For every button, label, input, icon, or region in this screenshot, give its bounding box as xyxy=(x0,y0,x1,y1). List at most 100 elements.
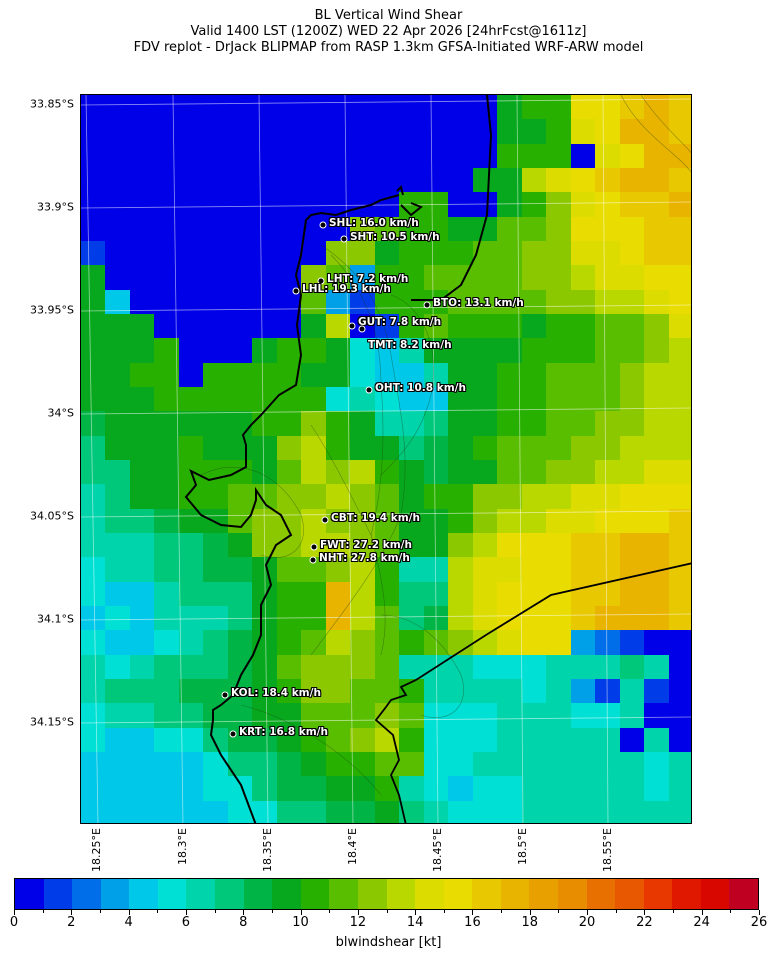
heatmap-cell xyxy=(595,800,620,823)
heatmap-cell xyxy=(350,411,375,436)
colorbar-swatch xyxy=(500,879,530,909)
heatmap-cell xyxy=(423,265,449,290)
heatmap-cell xyxy=(497,241,522,266)
heatmap-cell xyxy=(154,387,179,412)
y-tick-label: 34°S xyxy=(47,406,74,420)
station-dot-icon xyxy=(221,691,229,699)
heatmap-cell xyxy=(227,241,253,266)
heatmap-cell xyxy=(668,581,691,606)
heatmap-cell xyxy=(595,192,620,217)
heatmap-cell xyxy=(350,289,375,314)
heatmap-cell xyxy=(81,800,106,823)
heatmap-cell xyxy=(227,703,253,728)
heatmap-cell xyxy=(178,727,204,752)
heatmap-cell xyxy=(252,265,277,290)
heatmap-cell xyxy=(644,143,669,168)
colorbar-label: blwindshear [kt] xyxy=(335,935,442,950)
heatmap-cell xyxy=(203,484,228,509)
heatmap-cell xyxy=(154,533,179,558)
heatmap-cell xyxy=(178,654,204,679)
y-tick-label: 34.05°S xyxy=(30,509,74,523)
heatmap-cell xyxy=(178,192,204,217)
heatmap-cell xyxy=(448,362,473,387)
heatmap-cell xyxy=(521,241,547,266)
colorbar-tick-label: 10 xyxy=(292,915,309,930)
heatmap-cell xyxy=(227,143,253,168)
colorbar-swatch xyxy=(15,879,44,909)
heatmap-cell xyxy=(644,387,669,412)
heatmap-cell xyxy=(178,241,204,266)
heatmap-cell xyxy=(203,727,228,752)
heatmap-cell xyxy=(668,606,691,631)
heatmap-cell xyxy=(546,679,571,704)
heatmap-cell xyxy=(105,119,130,144)
wind-shear-map xyxy=(80,94,692,824)
station-label: KRT: 16.8 km/h xyxy=(239,726,328,738)
heatmap-cell xyxy=(129,533,155,558)
heatmap-cell xyxy=(595,630,620,655)
heatmap-cell xyxy=(81,557,106,582)
colorbar-tick xyxy=(443,910,445,913)
heatmap-cell xyxy=(619,630,645,655)
heatmap-cell xyxy=(619,508,645,533)
heatmap-cell xyxy=(374,338,400,363)
heatmap-cell xyxy=(521,216,547,241)
heatmap-cell xyxy=(350,752,375,777)
colorbar-tick xyxy=(185,910,187,915)
heatmap-cell xyxy=(668,484,691,509)
heatmap-cell xyxy=(546,241,571,266)
chart-model-source: FDV replot - DrJack BLIPMAP from RASP 1.… xyxy=(133,40,644,55)
heatmap-cell xyxy=(497,654,522,679)
heatmap-cell xyxy=(350,435,375,460)
heatmap-cell xyxy=(619,265,645,290)
heatmap-cell xyxy=(497,216,522,241)
heatmap-cell xyxy=(81,241,106,266)
heatmap-cell xyxy=(423,314,449,339)
heatmap-cell xyxy=(399,168,424,193)
heatmap-cell xyxy=(129,606,155,631)
heatmap-cell xyxy=(374,241,400,266)
heatmap-cell xyxy=(423,800,449,823)
heatmap-cell xyxy=(350,533,375,558)
heatmap-cell xyxy=(154,727,179,752)
heatmap-cell xyxy=(399,508,424,533)
heatmap-cell xyxy=(570,557,596,582)
heatmap-cell xyxy=(546,95,571,120)
heatmap-cell xyxy=(252,460,277,485)
heatmap-cell xyxy=(399,484,424,509)
heatmap-cell xyxy=(521,387,547,412)
colorbar-tick xyxy=(730,910,732,913)
heatmap-cell xyxy=(521,411,547,436)
station-label: GUT: 7.8 km/h xyxy=(358,316,442,328)
heatmap-cell xyxy=(497,533,522,558)
heatmap-cell xyxy=(129,338,155,363)
heatmap-cell xyxy=(276,411,302,436)
station-dot-icon xyxy=(321,516,329,524)
heatmap-cell xyxy=(276,557,302,582)
heatmap-cell xyxy=(497,460,522,485)
heatmap-cell xyxy=(350,119,375,144)
heatmap-cell xyxy=(472,119,498,144)
heatmap-cell xyxy=(570,289,596,314)
heatmap-cell xyxy=(644,776,669,801)
heatmap-cell xyxy=(374,776,400,801)
heatmap-cell xyxy=(521,460,547,485)
heatmap-cell xyxy=(521,703,547,728)
heatmap-cell xyxy=(81,581,106,606)
heatmap-cell xyxy=(252,143,277,168)
colorbar-tick-label: 26 xyxy=(750,915,768,930)
colorbar-tick-label: 14 xyxy=(406,915,424,930)
heatmap-cell xyxy=(521,289,547,314)
heatmap-cell xyxy=(227,119,253,144)
colorbar-tick xyxy=(157,910,159,913)
heatmap-cell xyxy=(154,654,179,679)
heatmap-cell xyxy=(276,95,302,120)
station-dot-icon xyxy=(310,543,318,551)
x-tick-label: 18.45°E xyxy=(431,828,444,872)
colorbar-swatch xyxy=(643,879,673,909)
heatmap-cell xyxy=(252,581,277,606)
heatmap-cell xyxy=(81,192,106,217)
heatmap-cell xyxy=(203,654,228,679)
heatmap-cell xyxy=(252,703,277,728)
heatmap-cell xyxy=(178,533,204,558)
